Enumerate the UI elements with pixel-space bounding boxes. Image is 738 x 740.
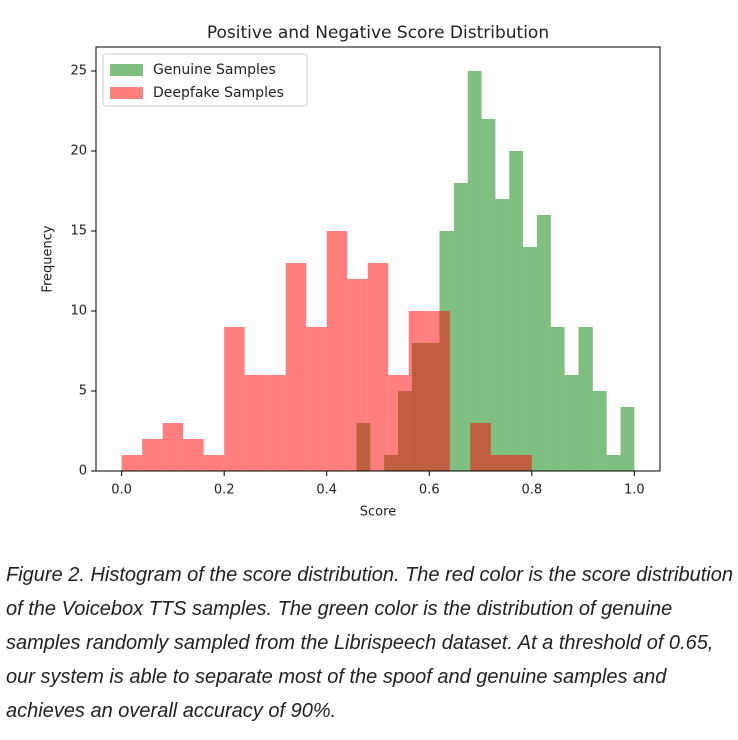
histogram-bar <box>326 231 348 471</box>
y-axis-label: Frequency <box>41 225 56 292</box>
histogram-bar <box>347 279 368 471</box>
histogram-bar <box>467 71 482 471</box>
histogram-bar <box>564 375 579 471</box>
y-tick-label: 25 <box>70 64 87 79</box>
histogram-bar <box>578 327 593 471</box>
histogram-bar <box>523 247 537 471</box>
histogram-bar <box>511 455 532 471</box>
histogram-bar <box>606 455 621 471</box>
histogram-bar <box>183 439 204 471</box>
histogram-bar <box>470 423 491 471</box>
histogram-bar <box>429 311 450 471</box>
histogram-bar <box>388 375 409 471</box>
histogram-bar <box>408 311 430 471</box>
histogram-bar <box>620 407 635 471</box>
histogram-bar <box>453 183 468 471</box>
x-tick-label: 0.8 <box>521 483 542 498</box>
y-tick-label: 0 <box>79 464 87 479</box>
histogram-bar <box>509 151 524 471</box>
figure-caption: Figure 2. Histogram of the score distrib… <box>6 564 733 722</box>
histogram-bar <box>550 327 565 471</box>
x-tick-label: 0.0 <box>111 483 132 498</box>
legend-box <box>102 53 308 107</box>
histogram-bar <box>285 263 307 471</box>
histogram-bar <box>244 375 266 471</box>
y-tick-label: 15 <box>70 224 87 239</box>
histogram-bar <box>490 455 512 471</box>
histogram-bar <box>224 327 245 471</box>
chart-title: Positive and Negative Score Distribution <box>207 23 549 43</box>
histogram-bar <box>367 263 389 471</box>
plot-frame <box>95 46 661 472</box>
histogram-bar <box>162 423 184 471</box>
histogram-bar <box>306 327 327 471</box>
legend-label: Genuine Samples <box>153 62 276 78</box>
x-tick-label: 0.2 <box>214 483 235 498</box>
legend-swatch <box>110 87 143 99</box>
chart: Positive and Negative Score Distribution… <box>41 23 661 520</box>
histogram-bar <box>265 375 286 471</box>
x-tick-label: 1.0 <box>624 483 645 498</box>
x-tick-label: 0.4 <box>316 483 337 498</box>
y-tick-label: 20 <box>70 144 87 159</box>
x-axis-label: Score <box>360 505 396 520</box>
y-tick-label: 5 <box>79 384 87 399</box>
x-tick-label: 0.6 <box>419 483 440 498</box>
legend-swatch <box>110 64 143 76</box>
histogram-bar <box>481 119 496 471</box>
histogram-bar <box>592 391 607 471</box>
histogram-bar <box>203 455 225 471</box>
histogram-bar <box>495 199 510 471</box>
histogram-bar <box>142 439 163 471</box>
histogram-bar <box>121 455 143 471</box>
y-tick-label: 10 <box>70 304 87 319</box>
legend-label: Deepfake Samples <box>153 85 284 101</box>
histogram-bar <box>536 215 551 471</box>
